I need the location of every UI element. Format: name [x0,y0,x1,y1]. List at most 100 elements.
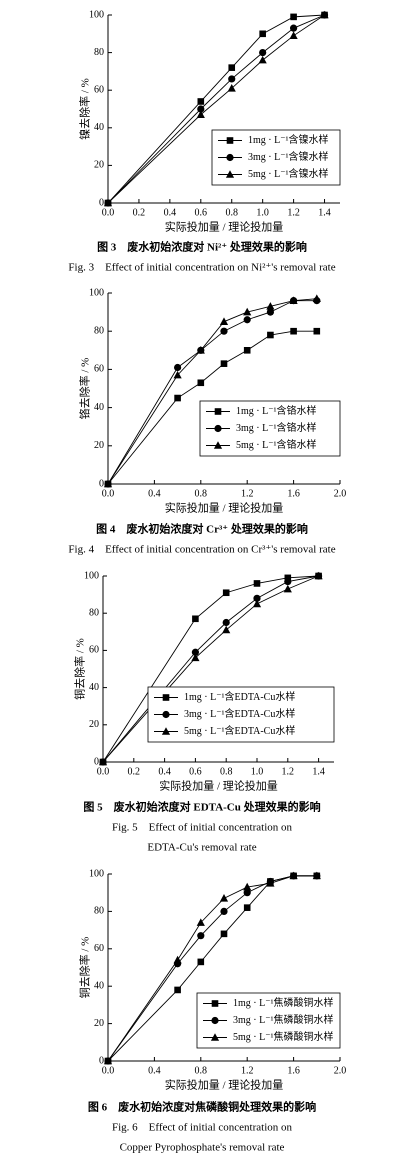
marker-square [253,580,261,587]
x-axis-label: 实际投加量 / 理论投加量 [159,779,278,793]
legend-label: 1mg · L⁻¹含铬水样 [236,404,317,417]
marker-circle [259,49,267,57]
y-tick-label: 40 [89,682,99,693]
series-line [107,298,317,485]
legend-label: 5mg · L⁻¹焦磷酸铜水样 [233,1030,334,1043]
marker-triangle [196,346,205,354]
marker-triangle [196,110,205,118]
marker-triangle [173,955,182,964]
legend-label: 1mg · L⁻¹含EDTA-Cu水样 [184,690,295,703]
legend-label: 3mg · L⁻¹含EDTA-Cu水样 [184,707,295,720]
marker-triangle [227,84,236,92]
marker-triangle [252,599,262,608]
x-tick-label: 0.2 [128,766,141,777]
x-tick-label: 0.6 [195,207,208,218]
y-tick-label: 0 [94,756,99,767]
x-tick-label: 1.2 [282,766,295,777]
y-tick-label: 100 [84,570,99,581]
y-tick-label: 40 [94,402,104,413]
x-tick-label: 1.0 [256,207,269,218]
marker-triangle [219,894,229,902]
marker-triangle [266,302,275,310]
marker-square [197,98,205,105]
marker-triangle [312,294,321,303]
marker-square [211,1000,219,1007]
marker-square [228,64,236,71]
marker-square [226,137,234,144]
marker-triangle [243,307,252,316]
marker-circle [220,907,228,916]
y-tick-label: 20 [94,160,104,171]
marker-circle [214,424,222,433]
legend-label: 1mg · L⁻¹含镍水样 [248,133,329,146]
caption-en: EDTA-Cu's removal rate [147,842,256,854]
marker-circle [162,710,170,719]
series-line [107,875,317,1062]
marker-square [290,327,297,335]
x-axis-label: 实际投加量 / 理论投加量 [165,501,284,515]
marker-triangle [289,31,298,39]
marker-circle [211,1016,219,1025]
marker-triangle [289,296,298,304]
marker-circle [197,932,205,940]
series-line [107,14,325,204]
caption-en: Fig. 3 Effect of initial concentration o… [68,262,335,274]
x-tick-label: 0.0 [102,207,115,218]
x-tick-label: 0.4 [158,766,171,777]
marker-circle [243,889,251,897]
marker-circle [191,648,199,656]
marker-triangle [161,727,171,735]
x-tick-label: 0.8 [195,488,208,499]
series-line [102,575,319,763]
marker-triangle [173,370,182,379]
x-tick-label: 1.6 [287,1065,300,1076]
caption-en: Fig. 4 Effect of initial concentration o… [68,544,335,556]
marker-square [290,13,297,21]
legend-label: 3mg · L⁻¹含铬水样 [236,421,317,434]
y-tick-label: 80 [94,325,104,336]
marker-square [197,958,205,966]
marker-circle [222,618,230,627]
marker-triangle [243,882,252,891]
marker-square [313,327,321,335]
y-tick-label: 40 [94,122,104,133]
marker-triangle [258,55,267,64]
y-tick-label: 60 [94,84,104,95]
y-tick-label: 20 [94,1018,104,1029]
y-axis-label: 铬去除率 / % [78,358,92,420]
caption-en: Fig. 5 Effect of initial concentration o… [112,822,293,834]
x-tick-label: 0.0 [102,1065,115,1076]
marker-circle [290,24,298,32]
y-axis-label: 镍去除率 / % [78,78,92,140]
marker-triangle [219,317,229,325]
x-tick-label: 1.2 [241,488,254,499]
series-line [107,14,325,204]
legend-label: 3mg · L⁻¹焦磷酸铜水样 [233,1013,334,1026]
x-tick-label: 1.0 [251,766,264,777]
x-tick-label: 0.0 [97,766,110,777]
x-tick-label: 0.8 [220,766,233,777]
marker-square [222,589,230,597]
y-axis-label: 铜去除率 / % [73,638,87,700]
y-tick-label: 0 [99,197,104,208]
y-tick-label: 100 [89,9,104,20]
x-tick-label: 0.6 [189,766,202,777]
y-tick-label: 100 [89,287,104,298]
marker-square [243,347,251,354]
x-tick-label: 0.4 [148,1065,161,1076]
marker-square [220,360,228,367]
marker-triangle [289,871,298,880]
legend-label: 5mg · L⁻¹含镍水样 [248,167,329,180]
marker-triangle [98,757,108,766]
x-tick-label: 0.8 [195,1065,208,1076]
x-tick-label: 0.0 [102,488,115,499]
marker-square [192,615,199,623]
marker-square [220,930,228,938]
caption-cn: 图 5 废水初始浓度对 EDTA-Cu 处理效果的影响 [83,800,320,814]
marker-circle [197,105,205,113]
series-line [107,330,317,485]
caption-en: Copper Pyrophosphate's removal rate [120,1142,285,1154]
marker-triangle [213,441,223,449]
marker-circle [174,363,182,372]
x-tick-label: 0.8 [225,207,238,218]
